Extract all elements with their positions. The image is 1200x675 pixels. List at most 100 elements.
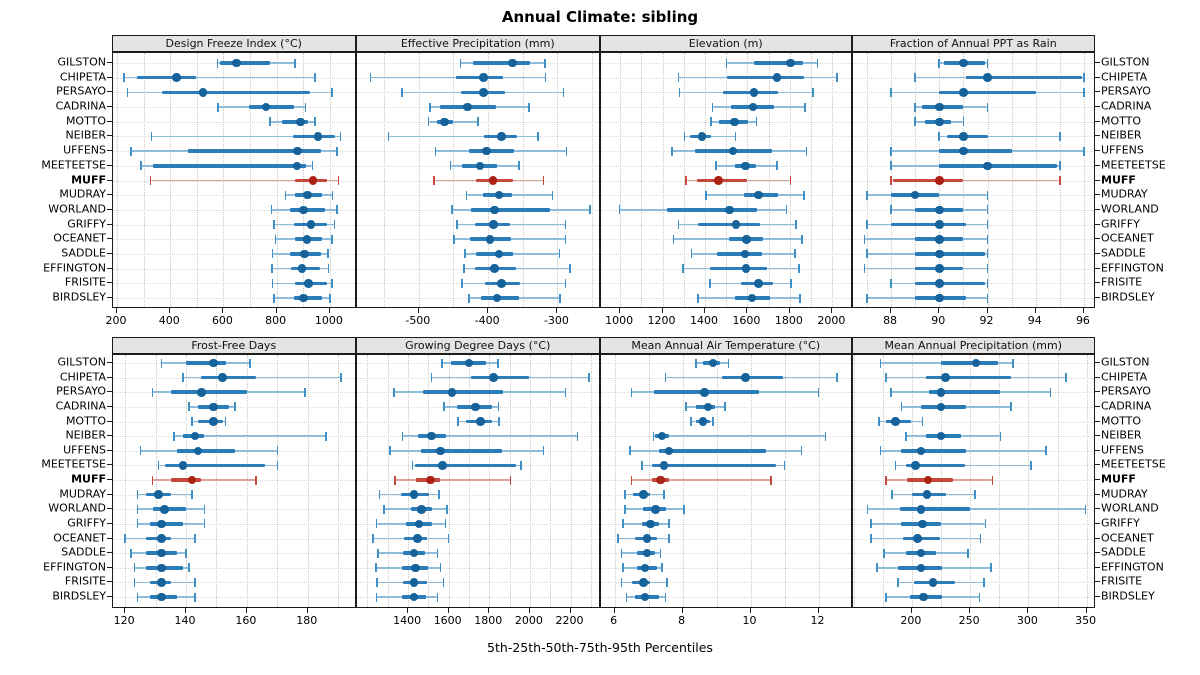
whisker-cap [273, 293, 276, 303]
whisker-cap [967, 548, 969, 558]
whisker-cap [663, 490, 665, 500]
gridline [818, 355, 820, 607]
chart-caption: 5th-25th-50th-75th-95th Percentiles [487, 640, 713, 655]
whisker-cap [755, 117, 758, 127]
station-tick [1095, 522, 1100, 524]
gridline [590, 355, 592, 607]
whisker-cap [249, 358, 251, 368]
median-dot [923, 475, 933, 485]
station-tick [1095, 552, 1100, 554]
row-guide [852, 553, 1095, 555]
station-label: WORLAND [1101, 202, 1159, 216]
station-tick [107, 596, 112, 597]
median-dot [303, 190, 312, 200]
whisker-cap [986, 102, 989, 112]
row-guide [113, 597, 355, 598]
whisker-cap [314, 73, 317, 83]
whisker-cap [804, 102, 806, 112]
whisker-cap [270, 205, 273, 215]
axis-tick [890, 308, 892, 313]
x-tick-label: 1600 [433, 614, 462, 627]
whisker-cap [372, 534, 374, 543]
station-label: CADRINA [1101, 99, 1152, 113]
whisker-cap [464, 249, 467, 259]
median-dot [642, 534, 652, 543]
station-tick [1095, 267, 1100, 269]
row-guide [113, 494, 355, 496]
whisker-cap [863, 264, 866, 274]
whisker-range [124, 76, 316, 79]
whisker-cap [276, 460, 279, 470]
axis-tick [938, 308, 940, 313]
whisker-cap [339, 131, 342, 141]
whisker-cap [1083, 87, 1085, 97]
row-guide [601, 597, 851, 598]
whisker-cap [136, 592, 139, 602]
whisker-cap [685, 402, 687, 412]
median-dot [935, 293, 944, 303]
whisker-cap [449, 161, 452, 171]
station-tick [1095, 596, 1100, 597]
row-guide [113, 553, 355, 555]
median-dot [308, 176, 318, 185]
station-label: OCEANET [1101, 231, 1154, 245]
whisker-cap [620, 548, 623, 558]
whisker-cap [664, 592, 667, 602]
median-dot [916, 505, 926, 514]
iqr-bar [220, 61, 270, 65]
whisker-cap [544, 58, 546, 68]
whisker-cap [984, 519, 987, 529]
whisker-cap [835, 73, 838, 83]
station-tick [107, 449, 112, 451]
median-dot [922, 490, 932, 499]
whisker-cap [1029, 460, 1032, 470]
median-dot [414, 519, 424, 529]
whisker-cap [1083, 146, 1085, 156]
station-label: BIRDSLEY [1101, 589, 1155, 603]
whisker-cap [690, 249, 693, 259]
whisker-cap [685, 176, 687, 185]
median-dot [157, 519, 166, 529]
whisker-cap [622, 519, 624, 529]
median-dot [741, 373, 750, 382]
whisker-range [402, 435, 578, 437]
iqr-bar [472, 61, 530, 65]
median-dot [157, 578, 166, 587]
whisker-cap [589, 205, 591, 215]
whisker-cap [327, 264, 330, 274]
median-dot [178, 461, 188, 470]
axis-tick [417, 308, 419, 313]
median-dot [911, 461, 920, 470]
median-dot [646, 519, 655, 529]
whisker-range [394, 479, 511, 481]
whisker-cap [866, 293, 868, 303]
whisker-cap [696, 293, 699, 303]
whisker-cap [564, 278, 567, 288]
whisker-cap [123, 73, 125, 83]
whisker-cap [979, 534, 982, 543]
whisker-cap [268, 117, 271, 127]
axis-tick [222, 308, 224, 313]
station-label: SADDLE [61, 246, 106, 260]
axis-tick [124, 608, 126, 613]
whisker-cap [962, 117, 965, 127]
gridline [125, 355, 127, 607]
whisker-cap [331, 278, 333, 288]
whisker-cap [443, 402, 445, 412]
whisker-range [152, 479, 257, 481]
station-tick [107, 208, 112, 210]
whisker-range [151, 135, 341, 138]
station-label: NEIBER [1101, 428, 1142, 442]
station-label: MOTTO [1101, 114, 1142, 128]
whisker-cap [879, 446, 882, 456]
station-tick [1095, 135, 1100, 137]
whisker-cap [387, 131, 390, 141]
median-dot [471, 402, 480, 412]
row-guide [601, 582, 851, 584]
median-dot [935, 176, 944, 185]
whisker-cap [150, 131, 153, 141]
station-label: UFFENS [63, 443, 106, 457]
iqr-bar [925, 375, 1011, 380]
station-tick [1095, 508, 1100, 510]
median-dot [409, 592, 419, 602]
